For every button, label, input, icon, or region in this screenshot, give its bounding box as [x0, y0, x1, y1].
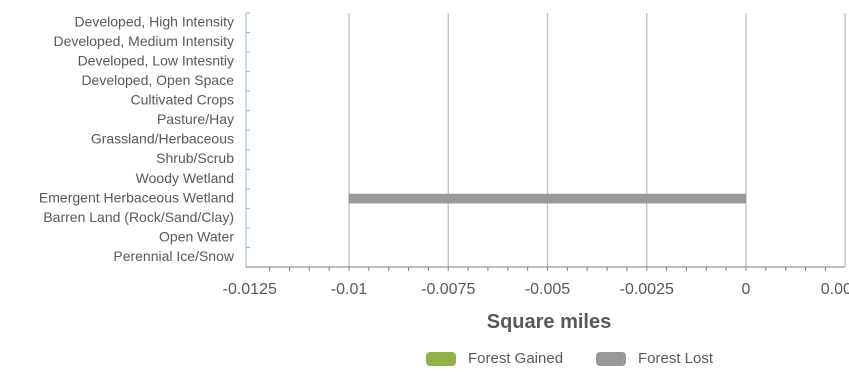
legend-swatch-forest-lost — [596, 351, 626, 366]
bars — [349, 193, 746, 204]
legend-item-forest-gained: Forest Gained — [426, 350, 563, 367]
legend: Forest Gained Forest Lost — [0, 350, 849, 374]
category-label: Cultivated Crops — [131, 92, 235, 108]
tick-labels: -0.0125 -0.01 -0.0075 -0.005 -0.0025 0 0.0025 — [223, 281, 849, 298]
x-tick-label: -0.0025 — [620, 281, 674, 298]
category-labels: Developed, High Intensity Developed, Medi… — [39, 13, 235, 263]
x-tick-label: 0.0025 — [821, 281, 849, 298]
category-axis — [245, 12, 250, 268]
gridlines — [348, 13, 846, 267]
x-tick-label: -0.01 — [331, 281, 368, 298]
x-axis — [246, 266, 845, 271]
category-label: Grassland/Herbaceous — [91, 131, 234, 147]
category-label: Shrub/Scrub — [156, 150, 234, 166]
category-label: Woody Wetland — [136, 170, 234, 186]
x-axis-title: Square miles — [487, 311, 612, 333]
chart: Developed, High Intensity Developed, Medi… — [39, 12, 849, 333]
category-label: Developed, High Intensity — [74, 13, 234, 29]
category-label: Developed, Open Space — [81, 72, 234, 88]
legend-label-forest-gained: Forest Gained — [468, 350, 564, 367]
legend-item-forest-lost: Forest Lost — [596, 350, 713, 367]
x-tick-label: -0.0075 — [421, 281, 475, 298]
category-label: Perennial Ice/Snow — [113, 248, 235, 264]
category-label: Pasture/Hay — [157, 111, 234, 127]
category-label: Developed, Low Intesntiy — [78, 53, 234, 69]
category-label: Developed, Medium Intensity — [53, 33, 234, 49]
bar — [349, 193, 746, 204]
x-tick-label: 0 — [742, 281, 751, 298]
category-label: Open Water — [159, 228, 234, 244]
category-label: Emergent Herbaceous Wetland — [39, 189, 234, 205]
legend-label-forest-lost: Forest Lost — [638, 350, 714, 367]
x-tick-label: -0.0125 — [223, 281, 277, 298]
x-tick-label: -0.005 — [525, 281, 570, 298]
legend-swatch-forest-gained — [426, 351, 456, 366]
category-label: Barren Land (Rock/Sand/Clay) — [43, 209, 234, 225]
